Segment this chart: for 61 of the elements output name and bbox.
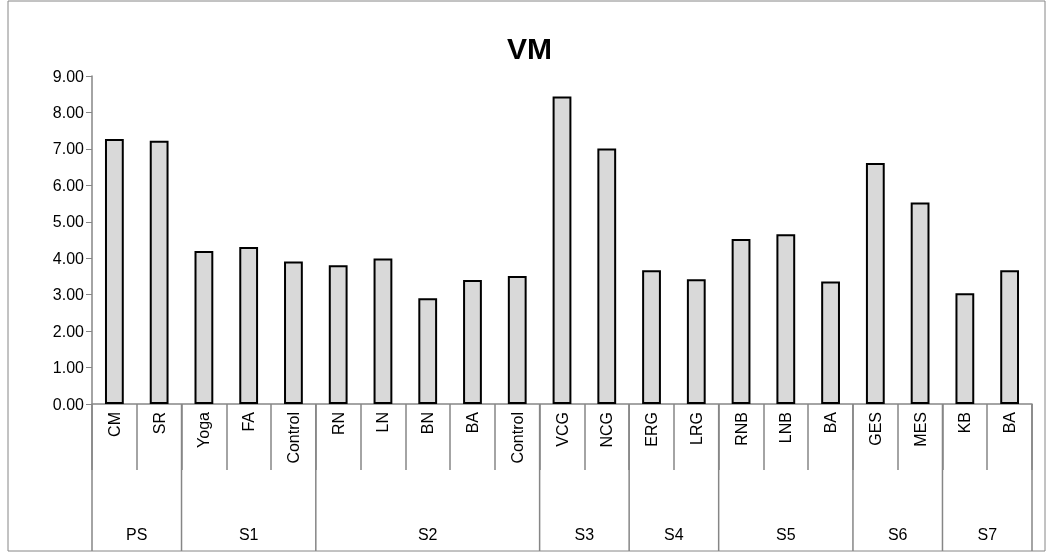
text: S7 xyxy=(977,525,998,543)
text: S5 xyxy=(776,525,796,543)
x-tick-label: KB xyxy=(956,412,974,434)
bar xyxy=(597,148,617,404)
x-tick-label: LNB xyxy=(777,412,795,444)
x-tick-label: MES xyxy=(911,412,929,447)
x-tick-label: BA xyxy=(1001,411,1019,434)
text: S1 xyxy=(238,525,259,543)
bar xyxy=(910,202,930,404)
bar xyxy=(418,298,438,404)
y-tick-label: 9.00 xyxy=(52,67,85,85)
bar xyxy=(463,280,482,404)
x-tick-label: ERG xyxy=(643,412,661,447)
x-tick-label: LN xyxy=(374,412,392,433)
text: S2 xyxy=(417,525,438,543)
y-tick-label: 0.00 xyxy=(52,395,85,413)
bar xyxy=(731,238,751,404)
bar xyxy=(955,293,975,404)
bar xyxy=(284,261,303,404)
x-tick-label: NCG xyxy=(598,412,616,448)
y-tick-label: 8.00 xyxy=(52,103,85,121)
x-tick-label: Control xyxy=(508,412,526,464)
bar xyxy=(328,265,348,404)
x-tick-label: RN xyxy=(329,412,347,436)
x-tick-label: Control xyxy=(284,412,302,464)
y-tick-label: 1.00 xyxy=(52,359,85,377)
x-tick-label: CM xyxy=(105,412,123,437)
bar xyxy=(865,163,885,404)
x-tick-label: FA xyxy=(240,411,258,432)
text: S3 xyxy=(574,525,595,543)
y-tick-label: 3.00 xyxy=(52,286,85,304)
x-tick-label: LRG xyxy=(687,412,705,445)
y-tick-label: 6.00 xyxy=(52,176,85,194)
x-tick-label: BN xyxy=(419,412,437,435)
x-tick-label: BA xyxy=(463,411,481,434)
bar xyxy=(373,258,393,404)
y-tick-label: 5.00 xyxy=(52,213,85,231)
bar xyxy=(239,246,259,404)
bar xyxy=(821,281,840,404)
bar xyxy=(686,279,706,404)
x-tick-label: SR xyxy=(150,412,168,435)
y-tick-label: 2.00 xyxy=(52,322,85,340)
bar xyxy=(552,96,572,404)
y-tick-label: 7.00 xyxy=(52,140,85,158)
x-tick-label: BA xyxy=(822,411,840,434)
x-tick-label: VCG xyxy=(553,412,571,447)
text: PS xyxy=(126,525,148,543)
bar xyxy=(776,234,796,404)
y-tick-label: 4.00 xyxy=(52,249,85,267)
bar xyxy=(507,276,527,404)
bar xyxy=(194,250,214,404)
bar xyxy=(104,139,124,404)
x-tick-label: GES xyxy=(866,412,884,446)
bar xyxy=(642,270,661,404)
x-tick-label: Yoga xyxy=(195,411,213,448)
x-tick-label: RNB xyxy=(732,412,750,446)
chart-title: VM xyxy=(507,31,552,65)
bar xyxy=(1000,270,1020,404)
text: S6 xyxy=(887,525,908,543)
text: S4 xyxy=(664,525,684,543)
bar xyxy=(149,140,169,404)
